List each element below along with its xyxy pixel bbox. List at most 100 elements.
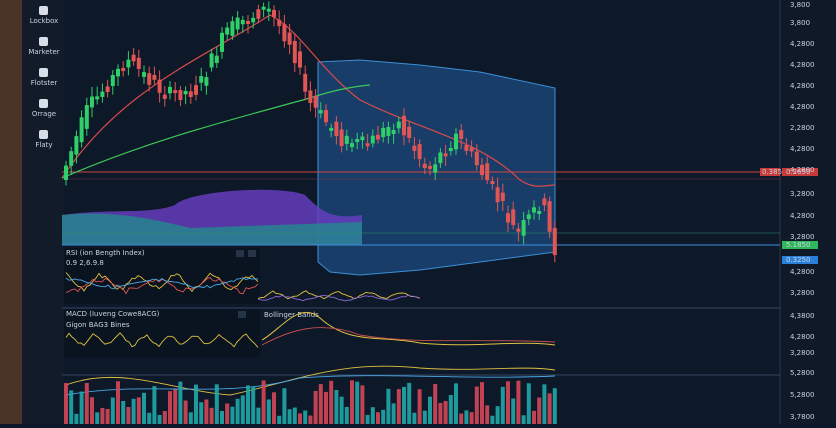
- axis-label: 4,2800: [790, 212, 815, 220]
- price-tag: 0.2650: [786, 168, 811, 176]
- candle-body: [168, 86, 172, 94]
- volume-bar: [292, 407, 297, 424]
- sidebar-icon[interactable]: [39, 99, 48, 108]
- volume-bar: [157, 414, 162, 424]
- sidebar-label: Lockbox: [30, 17, 59, 25]
- volume-bar: [121, 400, 126, 424]
- candle-body: [173, 90, 178, 94]
- candle-body: [532, 207, 536, 213]
- macd-title: MACD (Iuveng Cowe8ACG): [66, 310, 160, 318]
- candle-body: [376, 134, 380, 140]
- volume-bar: [90, 397, 94, 424]
- volume-bar: [313, 390, 318, 424]
- volume-bar: [79, 391, 84, 424]
- volume-bar: [126, 407, 131, 424]
- axis-label: 4,2800: [790, 40, 815, 48]
- panel-button[interactable]: [236, 250, 244, 257]
- candle-body: [282, 24, 287, 42]
- candle-body: [204, 77, 209, 86]
- volume-bar: [136, 397, 141, 424]
- candle-body: [121, 68, 126, 72]
- sidebar-label: Orrage: [32, 110, 56, 118]
- tag-bg: [782, 168, 818, 176]
- sidebar-icon[interactable]: [39, 68, 48, 77]
- sidebar-icon[interactable]: [39, 37, 48, 46]
- volume-bar: [542, 384, 547, 424]
- candle-body: [131, 54, 136, 62]
- volume-bar: [105, 408, 110, 424]
- right-axis: [780, 0, 836, 424]
- volume-bar: [521, 415, 526, 424]
- volume-bar: [386, 388, 391, 424]
- volume-bar: [459, 413, 464, 424]
- candle-body: [147, 73, 152, 85]
- axis-label: 3,2800: [790, 233, 815, 241]
- candle-body: [448, 148, 453, 152]
- candle-body: [334, 121, 339, 137]
- candle-body: [547, 201, 552, 232]
- candle-body: [391, 130, 396, 135]
- volume-bar: [438, 402, 443, 424]
- candle-body: [152, 74, 157, 80]
- volume-bar: [230, 406, 235, 424]
- sidebar-label: Flotster: [31, 79, 58, 87]
- volume-bar: [485, 405, 490, 424]
- candle-body: [298, 51, 302, 68]
- volume-bar: [350, 380, 354, 424]
- candle-body: [485, 163, 490, 181]
- candle-body: [240, 19, 245, 25]
- indicator-line: [65, 332, 259, 348]
- indicator-line: [261, 311, 556, 346]
- candle-body: [90, 96, 94, 108]
- candle-body: [407, 126, 412, 138]
- axis-label: 3,2800: [790, 190, 815, 198]
- sidebar-icon[interactable]: [39, 130, 48, 139]
- panel-button[interactable]: [248, 250, 256, 257]
- candle-body: [230, 21, 235, 36]
- candle-body: [188, 91, 193, 97]
- candle-body: [324, 110, 328, 123]
- volume-bar: [526, 383, 531, 424]
- volume-bar: [308, 415, 313, 424]
- candle-body: [162, 94, 167, 99]
- macd-subtitle: Gigon BAG3 Bines: [66, 321, 130, 329]
- candle-body: [381, 127, 386, 138]
- volume-bar: [344, 406, 349, 424]
- volume-bar: [490, 415, 495, 424]
- sidebar-label: Marketer: [28, 48, 59, 56]
- axis-label: 4,2800: [790, 145, 815, 153]
- volume-bar: [448, 395, 453, 424]
- volume-bar: [74, 413, 79, 424]
- candle-body: [542, 198, 547, 206]
- candle-body: [69, 151, 74, 166]
- macd-panel: [64, 309, 260, 357]
- volume-bar: [339, 396, 344, 424]
- sidebar-icon[interactable]: [39, 6, 48, 15]
- volume-bar: [365, 414, 370, 424]
- volume-bar: [381, 409, 386, 424]
- volume-bar: [474, 386, 479, 424]
- price-tag: 0.3250: [786, 256, 811, 264]
- volume-bar: [214, 384, 219, 424]
- candle-body: [459, 129, 464, 139]
- candle-body: [417, 144, 422, 160]
- volume-bar: [277, 415, 282, 424]
- candle-body: [183, 90, 188, 95]
- candle-body: [454, 133, 458, 150]
- volume-bar: [272, 392, 276, 424]
- indicator-line: [65, 365, 556, 396]
- volume-bar: [142, 392, 146, 424]
- axis-label: 3,800: [790, 19, 810, 27]
- tag-bg: [760, 168, 780, 176]
- rsi-title: RSI (ion Bength Index): [66, 249, 145, 257]
- candle-body: [511, 209, 516, 225]
- candle-body: [95, 96, 100, 100]
- panel-button[interactable]: [238, 311, 246, 318]
- volume-bar: [391, 403, 396, 424]
- volume-bar: [183, 400, 188, 424]
- candle-body: [209, 53, 214, 68]
- candle-body: [370, 135, 375, 144]
- candle-body: [521, 220, 526, 236]
- candle-body: [246, 20, 250, 24]
- volume-bar: [318, 384, 323, 424]
